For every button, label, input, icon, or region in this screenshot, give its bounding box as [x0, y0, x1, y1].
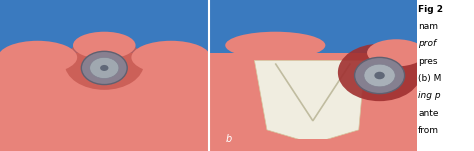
Ellipse shape [338, 44, 421, 101]
Text: Fig 2: Fig 2 [418, 5, 443, 14]
Text: ante: ante [418, 109, 439, 118]
Ellipse shape [355, 57, 405, 94]
Text: ing p: ing p [418, 91, 441, 100]
FancyBboxPatch shape [209, 0, 417, 68]
FancyBboxPatch shape [0, 53, 209, 151]
Polygon shape [171, 68, 219, 143]
Text: from: from [418, 126, 439, 135]
Ellipse shape [64, 37, 144, 90]
Ellipse shape [225, 32, 325, 59]
Text: b: b [225, 134, 231, 144]
Ellipse shape [374, 72, 385, 79]
FancyBboxPatch shape [209, 139, 417, 151]
Ellipse shape [367, 39, 426, 66]
Polygon shape [0, 60, 58, 151]
FancyBboxPatch shape [0, 0, 209, 68]
Polygon shape [198, 66, 234, 139]
Ellipse shape [364, 64, 395, 87]
Ellipse shape [131, 41, 210, 74]
Polygon shape [150, 60, 209, 151]
FancyBboxPatch shape [209, 53, 417, 151]
Ellipse shape [90, 57, 119, 79]
Text: (b) M: (b) M [418, 74, 442, 83]
Ellipse shape [100, 65, 109, 71]
Ellipse shape [0, 41, 77, 74]
Text: pres: pres [418, 57, 438, 66]
Ellipse shape [73, 32, 136, 59]
Polygon shape [209, 57, 250, 151]
Polygon shape [0, 68, 37, 143]
Text: prof: prof [418, 39, 437, 48]
Polygon shape [255, 60, 365, 143]
Ellipse shape [82, 51, 127, 85]
Text: nam: nam [418, 22, 438, 31]
